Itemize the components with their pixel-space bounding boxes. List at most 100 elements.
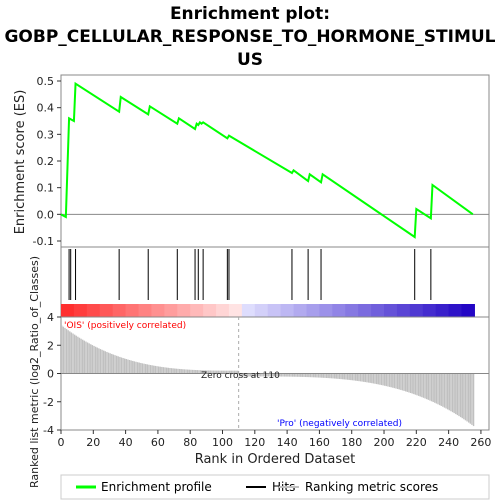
- metric-bar: [170, 368, 173, 374]
- metric-bar: [424, 373, 426, 399]
- colorbar-segment: [306, 304, 320, 317]
- metric-bar: [372, 373, 375, 384]
- metric-bar: [256, 373, 258, 377]
- metric-bar: [459, 373, 462, 418]
- metric-bar: [148, 364, 150, 374]
- legend-label-ranking-metric-scores: Ranking metric scores: [305, 480, 438, 494]
- metric-bar: [429, 373, 431, 401]
- metric-bar: [330, 373, 333, 379]
- metric-bar: [393, 373, 396, 389]
- metric-bar: [371, 373, 373, 384]
- metric-bar: [120, 357, 123, 374]
- colorbar-segment: [73, 304, 88, 317]
- x-tick-label: 220: [406, 436, 427, 449]
- metric-bar: [290, 373, 292, 377]
- metric-bar: [217, 370, 220, 374]
- metric-bar: [298, 373, 300, 377]
- x-tick-label: 260: [470, 436, 491, 449]
- metric-bar: [102, 350, 105, 374]
- chart-title-line-2: GOBP_CELLULAR_RESPONSE_TO_HORMONE_STIMUL: [4, 27, 495, 47]
- metric-bar: [73, 334, 76, 374]
- metric-bar: [329, 373, 331, 379]
- x-tick-label: 80: [183, 436, 197, 449]
- metric-bar: [128, 359, 131, 374]
- colorbar-segment: [448, 304, 463, 317]
- metric-bar: [228, 370, 231, 374]
- metric-bar: [401, 373, 404, 391]
- metric-bar: [295, 373, 297, 377]
- colorbar-segment: [358, 304, 372, 317]
- metric-y-tick-label: 4: [47, 311, 54, 324]
- metric-bar: [414, 373, 417, 395]
- metric-bar: [69, 331, 71, 374]
- x-tick-label: 120: [244, 436, 265, 449]
- metric-bar: [93, 345, 95, 374]
- colorbar-segment: [409, 304, 424, 317]
- metric-bar: [241, 373, 244, 377]
- chart-title-line-3: US: [237, 50, 263, 70]
- metric-bar: [388, 373, 391, 387]
- metric-bar: [224, 370, 226, 374]
- metric-bar: [191, 369, 194, 374]
- metric-bar: [151, 365, 153, 374]
- metric-bar: [374, 373, 376, 384]
- metric-bar: [417, 373, 420, 396]
- metric-bar: [426, 373, 428, 400]
- colorbar-segment: [384, 304, 398, 317]
- metric-bar: [366, 373, 368, 383]
- metric-bar: [122, 357, 124, 374]
- metric-bar: [413, 373, 415, 395]
- metric-bar: [311, 373, 313, 378]
- metric-bar: [275, 373, 278, 377]
- metric-bar: [403, 373, 405, 391]
- metric-bar: [308, 373, 310, 378]
- metric-bar: [262, 373, 265, 377]
- metric-bar: [99, 349, 102, 374]
- metric-bar: [387, 373, 389, 387]
- metric-bar: [211, 370, 213, 374]
- metric-bar: [185, 369, 187, 374]
- metric-bar: [464, 373, 467, 421]
- metric-bar: [83, 340, 86, 374]
- metric-bar: [269, 373, 271, 377]
- metric-bar: [440, 373, 442, 406]
- metric-bar: [106, 351, 108, 374]
- metric-bar: [443, 373, 446, 408]
- metric-bar: [468, 373, 470, 423]
- metric-bar: [416, 373, 418, 396]
- colorbar-segment: [125, 304, 140, 317]
- metric-bar: [463, 373, 465, 420]
- metric-bar: [212, 370, 215, 374]
- metric-bar: [396, 373, 399, 390]
- metric-bar: [277, 373, 279, 377]
- metric-bar: [91, 345, 94, 374]
- metric-bar: [342, 373, 344, 380]
- metric-bar: [172, 368, 174, 374]
- metric-bar: [337, 373, 339, 379]
- metric-bar: [199, 370, 202, 374]
- metric-bar: [101, 349, 103, 374]
- metric-bar: [314, 373, 316, 378]
- metric-bar: [127, 359, 129, 374]
- metric-bar: [455, 373, 457, 415]
- x-tick-label: 140: [277, 436, 298, 449]
- metric-bar: [384, 373, 386, 386]
- metric-bar: [156, 366, 158, 374]
- metric-bar: [188, 369, 191, 374]
- metric-bar: [317, 373, 320, 378]
- colorbar-segment: [319, 304, 333, 317]
- metric-bar: [161, 366, 163, 374]
- metric-bar: [237, 370, 239, 374]
- metric-bar: [272, 373, 274, 377]
- metric-bar: [405, 373, 407, 392]
- metric-bar: [227, 370, 229, 374]
- metric-bar: [380, 373, 383, 386]
- colorbar-segment: [332, 304, 346, 317]
- metric-bar: [104, 351, 107, 374]
- metric-bar: [369, 373, 371, 383]
- metric-bar: [303, 373, 305, 377]
- negative-correlation-label: 'Pro' (negatively correlated): [277, 419, 402, 429]
- metric-bar: [96, 347, 98, 374]
- metric-bar: [316, 373, 318, 378]
